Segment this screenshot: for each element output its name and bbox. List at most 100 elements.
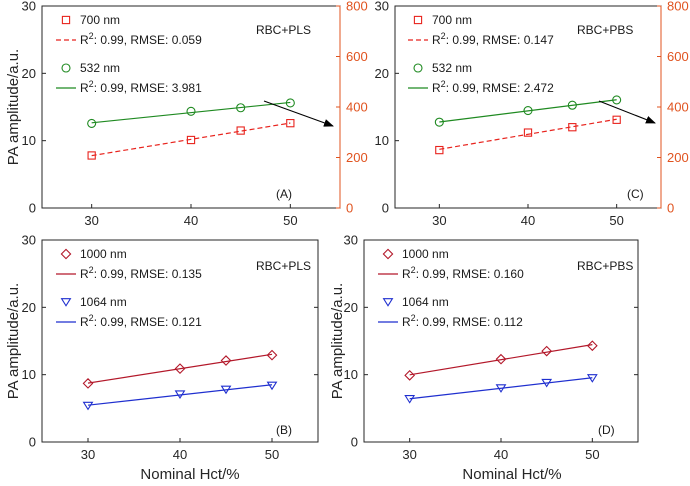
legend-marker: [413, 15, 423, 25]
legend-fit-stats: R2: 0.99, RMSE: 3.981: [80, 79, 202, 95]
x-tick-label: 50: [609, 213, 623, 228]
data-point: [435, 145, 444, 155]
legend-series-name: 700 nm: [432, 13, 472, 27]
y-tick-label: 10: [22, 133, 36, 148]
data-point: [236, 126, 245, 135]
data-point: [612, 95, 622, 105]
legend-series-name: 1000 nm: [80, 247, 127, 261]
data-point: [236, 103, 246, 113]
chart-panel-a: 30 40 50 0 10 20 30 0 200 400 600 800 PA amplitude/a…: [5, 0, 368, 228]
legend-fit-stats: R2: 0.99, RMSE: 2.472: [432, 79, 554, 95]
data-point: [568, 123, 577, 132]
chart-panel-d: 30 40 50 0 10 20 30 PA amplitude/a.u. 1000 nm R2:…: [329, 233, 639, 462]
right-y-tick-label: 400: [346, 100, 368, 115]
x-axis-label-left: Nominal Hct/%: [140, 466, 239, 483]
data-point: [220, 385, 232, 395]
data-point: [220, 355, 232, 366]
y-axis-label: PA amplitude/a.u.: [329, 283, 346, 399]
data-point: [495, 384, 507, 393]
legend-series-name: 700 nm: [80, 13, 120, 27]
data-point: [523, 105, 533, 116]
y-tick-label: 30: [22, 233, 36, 248]
data-point: [174, 390, 186, 399]
legend-marker: [60, 248, 72, 260]
data-point: [286, 119, 295, 128]
chart-panel-c: 30 40 50 0 10 20 30 0 200 400 600 800 700 nm R2: 0.99…: [375, 0, 689, 228]
x-tick-label: 30: [81, 447, 95, 462]
y-tick-label: 30: [22, 0, 36, 14]
x-tick-label: 30: [84, 213, 98, 228]
fit-line-700-nm: [91, 122, 291, 157]
legend-series-name: 532 nm: [432, 61, 472, 75]
data-point: [404, 395, 416, 404]
data-point: [523, 128, 533, 137]
x-tick-label: 40: [494, 447, 508, 462]
data-point: [266, 349, 278, 361]
y-axis-label: PA amplitude/a.u.: [5, 49, 22, 165]
legend-marker: [413, 63, 423, 73]
legend-fit-stats: R2: 0.99, RMSE: 0.059: [80, 31, 202, 47]
x-tick-label: 50: [585, 447, 599, 462]
fit-line-532-nm: [439, 99, 617, 123]
fit-line-1064-nm: [87, 384, 273, 406]
panel-label: (C): [627, 187, 644, 201]
x-tick-label: 30: [432, 213, 446, 228]
y-tick-label: 20: [344, 300, 358, 315]
right-y-tick-label: 600: [346, 49, 368, 64]
y-tick-label: 30: [344, 233, 358, 248]
x-tick-label: 50: [283, 213, 297, 228]
y-axis-label: PA amplitude/a.u.: [5, 283, 22, 399]
data-point: [266, 381, 278, 391]
x-axis-label-right: Nominal Hct/%: [462, 466, 561, 483]
panel-label: (A): [276, 187, 292, 201]
right-y-tick-label: 0: [346, 201, 353, 216]
axis-pointer-arrow: [263, 100, 334, 127]
y-tick-label: 0: [29, 201, 36, 216]
legend-fit-stats: R2: 0.99, RMSE: 0.112: [402, 313, 523, 329]
sample-annotation: RBC+PLS: [256, 259, 311, 273]
legend-fit-stats: R2: 0.99, RMSE: 0.135: [80, 265, 202, 281]
fit-line-700-nm: [439, 118, 617, 150]
legend-series-name: 1000 nm: [402, 247, 449, 261]
data-point: [82, 378, 94, 389]
y-tick-label: 20: [22, 300, 36, 315]
right-y-tick-label: 600: [667, 49, 689, 64]
fit-line-1000-nm: [87, 353, 273, 384]
data-point: [285, 98, 295, 108]
fit-line-532-nm: [91, 101, 291, 124]
legend-marker: [61, 15, 71, 25]
panel-label: (D): [598, 423, 615, 437]
y-tick-label: 0: [29, 435, 36, 450]
data-point: [87, 151, 96, 160]
data-point: [586, 340, 598, 352]
x-tick-label: 40: [173, 447, 187, 462]
legend-marker: [382, 298, 394, 307]
y-tick-label: 30: [375, 0, 389, 14]
right-y-tick-label: 400: [667, 100, 689, 115]
data-point: [174, 363, 186, 374]
legend-fit-stats: R2: 0.99, RMSE: 0.160: [402, 265, 524, 281]
data-point: [541, 345, 553, 357]
sample-annotation: RBC+PBS: [577, 259, 633, 273]
sample-annotation: RBC+PBS: [577, 23, 633, 37]
legend-series-name: 532 nm: [80, 61, 120, 75]
data-point: [82, 401, 94, 411]
axis-pointer-arrow: [598, 100, 656, 124]
fit-line-1000-nm: [409, 344, 593, 376]
y-tick-label: 0: [382, 201, 389, 216]
sample-annotation: RBC+PLS: [256, 23, 311, 37]
data-point: [434, 117, 444, 127]
data-point: [404, 369, 416, 381]
x-tick-label: 30: [402, 447, 416, 462]
right-y-tick-label: 800: [346, 0, 368, 14]
y-tick-label: 20: [22, 66, 36, 81]
y-tick-label: 10: [22, 367, 36, 382]
legend-fit-stats: R2: 0.99, RMSE: 0.121: [80, 313, 202, 329]
x-tick-label: 40: [521, 213, 535, 228]
data-point: [541, 378, 553, 388]
data-point: [186, 106, 196, 116]
data-point: [612, 115, 621, 124]
y-tick-label: 10: [344, 367, 358, 382]
chart-panel-b: 30 40 50 0 10 20 30 PA amplitude/a.u. 1000 nm R2:…: [5, 233, 319, 462]
